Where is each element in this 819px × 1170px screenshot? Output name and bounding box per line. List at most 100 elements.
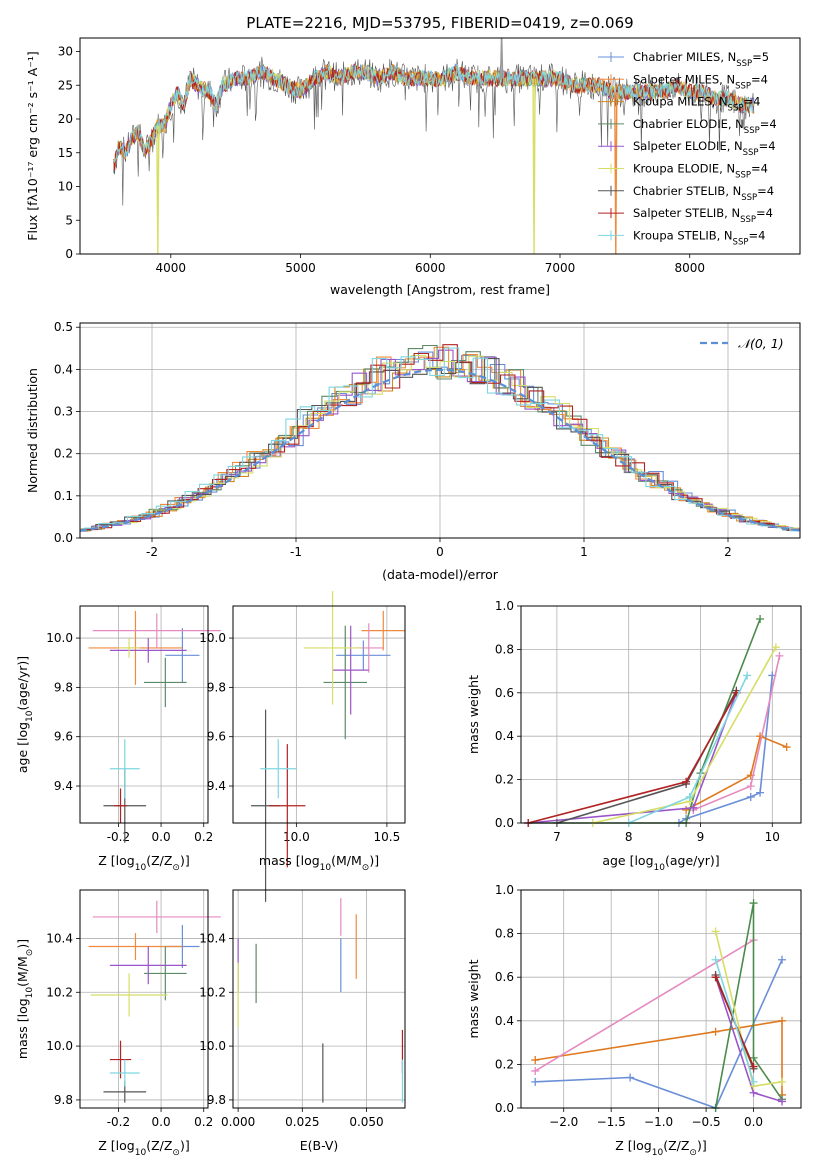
y-tick-label: 25 (58, 78, 73, 92)
label-part: (age/yr)] (665, 853, 720, 868)
x-tick-label: 9 (697, 830, 705, 844)
spectrum-xlabel: wavelength [Angstrom, rest frame] (330, 282, 550, 297)
legend-entry: Kroupa ELODIE, NSSP=4 (633, 162, 768, 181)
legend-sub: SSP (744, 126, 760, 136)
z-age-errorbars (88, 610, 221, 843)
normal-curve (80, 368, 800, 532)
y-tick-label: 10.4 (199, 931, 226, 945)
label-part: )] (180, 1138, 190, 1153)
y-tick-label: 9.6 (54, 730, 73, 744)
weight-line (714, 959, 755, 1083)
weight-marker (746, 782, 755, 791)
label-part: Z [log (98, 853, 134, 868)
spectrum-series (113, 63, 755, 164)
spectrum-spike (156, 125, 160, 254)
y-tick-label: 9.8 (207, 1093, 226, 1107)
y-tick-label: 9.8 (54, 1093, 73, 1107)
age-weight-xlabel: age [log10(age/yr)] (602, 853, 719, 873)
x-tick-label: 8000 (674, 261, 705, 275)
residuals-ylabel: Normed distribution (25, 368, 40, 493)
spectrum-lines (113, 38, 755, 254)
weight-marker (685, 792, 694, 801)
x-tick-label: 10 (765, 830, 780, 844)
z-weight-xlabel: Z [log10(Z/Z⊙)] (615, 1138, 706, 1158)
x-tick-label: 0.025 (285, 1115, 319, 1129)
y-tick-label: 15 (58, 146, 73, 160)
weight-marker (746, 792, 755, 801)
x-tick-label: 10.0 (283, 830, 310, 844)
weight-marker (749, 1053, 758, 1062)
legend-text: Kroupa STELIB, N (633, 228, 733, 242)
weight-marker (711, 955, 720, 964)
y-tick-label: 0.6 (495, 686, 514, 700)
label-part: (Z/Z (663, 1138, 689, 1153)
weight-marker (782, 743, 791, 752)
legend-entry: Kroupa STELIB, NSSP=4 (633, 228, 765, 247)
x-tick-label: −2.0 (549, 1115, 578, 1129)
x-tick-label: 0.2 (194, 830, 213, 844)
x-tick-label: 7000 (545, 261, 576, 275)
weight-marker (711, 973, 720, 982)
y-tick-label: 9.4 (207, 779, 226, 793)
y-tick-label: 10.4 (46, 931, 73, 945)
label-part: 10 (135, 863, 147, 873)
y-tick-label: 10.2 (46, 985, 73, 999)
z-age-xlabel: Z [log10(Z/Z⊙)] (98, 853, 189, 873)
y-tick-label: 30 (58, 45, 73, 59)
label-part: Z [log (98, 1138, 134, 1153)
z-age-frame (79, 605, 209, 824)
legend-entry: Kroupa MILES, NSSP=4 (633, 95, 760, 114)
y-tick-label: 10.0 (46, 1039, 73, 1053)
label-part: ⊙ (172, 863, 180, 873)
residual-histogram (82, 344, 800, 531)
mass-age-axes: 10.0 10.5 9.4 9.6 9.8 10.0 (199, 606, 405, 844)
y-tick-label: 0.0 (495, 816, 514, 830)
label-part: 10 (25, 987, 35, 999)
residuals-xlabel: (data-model)/error (382, 567, 499, 582)
y-tick-label: 9.4 (54, 779, 73, 793)
z-mass-frame (79, 889, 209, 1109)
y-tick-label: 0.4 (54, 362, 73, 376)
weight-line (535, 959, 783, 1110)
x-tick-label: 8 (625, 830, 633, 844)
weight-line (685, 735, 787, 811)
weight-marker (689, 803, 698, 812)
label-part: 10 (320, 863, 332, 873)
label-part: ⊙ (362, 863, 370, 873)
x-tick-label: −1.0 (644, 1115, 673, 1129)
weight-marker (778, 955, 787, 964)
y-tick-label: 1.0 (495, 883, 514, 897)
y-tick-label: 0.3 (54, 405, 73, 419)
legend-text: Kroupa MILES, N (633, 95, 728, 109)
x-tick-label: 0 (436, 545, 444, 559)
y-tick-label: 10.2 (199, 985, 226, 999)
y-tick-label: 0.0 (495, 1101, 514, 1115)
legend-tail: =4 (743, 95, 760, 109)
weight-marker (531, 1066, 540, 1075)
legend-entry: Salpeter MILES, NSSP=4 (633, 72, 768, 91)
x-tick-label: -1 (290, 545, 302, 559)
legend-tail: =5 (752, 50, 769, 64)
y-tick-label: 0.8 (495, 642, 514, 656)
age-weight-frame (520, 605, 802, 824)
y-tick-label: 1.0 (495, 599, 514, 613)
residual-histogram (80, 346, 800, 532)
x-tick-label: -0.2 (107, 1115, 130, 1129)
mass-age-frame (232, 605, 406, 824)
z-mass-axes: -0.2 0.0 0.2 9.8 10.0 10.2 10.4 (46, 890, 213, 1129)
label-part: 10 (652, 1148, 664, 1158)
x-tick-label: 1 (580, 545, 588, 559)
legend-tail: =4 (760, 117, 777, 131)
label-part: ⊙ (25, 949, 35, 957)
ebv-mass-frame (232, 889, 406, 1109)
weight-marker (778, 1016, 787, 1025)
weight-marker (711, 927, 720, 936)
legend-sub: SSP (743, 148, 759, 158)
legend-entry: Chabrier ELODIE, NSSP=4 (633, 117, 777, 136)
label-part: (M/M (15, 956, 30, 987)
y-tick-label: 10 (58, 180, 73, 194)
x-tick-label: 2 (724, 545, 732, 559)
mass-age-errorbars (251, 591, 405, 902)
